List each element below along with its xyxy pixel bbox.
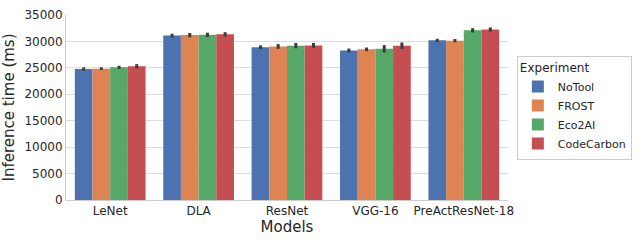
svg-text:Experiment: Experiment <box>520 61 590 75</box>
svg-text:25000: 25000 <box>24 61 62 75</box>
svg-text:Eco2AI: Eco2AI <box>558 119 596 132</box>
svg-text:35000: 35000 <box>24 8 62 22</box>
svg-text:Models: Models <box>261 218 314 236</box>
svg-text:Inference time (ms): Inference time (ms) <box>0 33 18 181</box>
svg-text:DLA: DLA <box>186 204 211 218</box>
svg-text:FROST: FROST <box>558 100 595 113</box>
svg-text:ResNet: ResNet <box>266 204 309 218</box>
svg-text:PreActResNet-18: PreActResNet-18 <box>414 204 514 218</box>
svg-text:0: 0 <box>55 193 63 207</box>
svg-text:20000: 20000 <box>24 87 62 101</box>
svg-text:10000: 10000 <box>24 140 62 154</box>
svg-text:5000: 5000 <box>32 167 63 181</box>
svg-text:NoTool: NoTool <box>558 81 594 94</box>
svg-text:VGG-16: VGG-16 <box>352 204 398 218</box>
svg-text:LeNet: LeNet <box>93 204 128 218</box>
svg-text:15000: 15000 <box>24 114 62 128</box>
svg-text:CodeCarbon: CodeCarbon <box>558 138 626 151</box>
svg-text:30000: 30000 <box>24 35 62 49</box>
